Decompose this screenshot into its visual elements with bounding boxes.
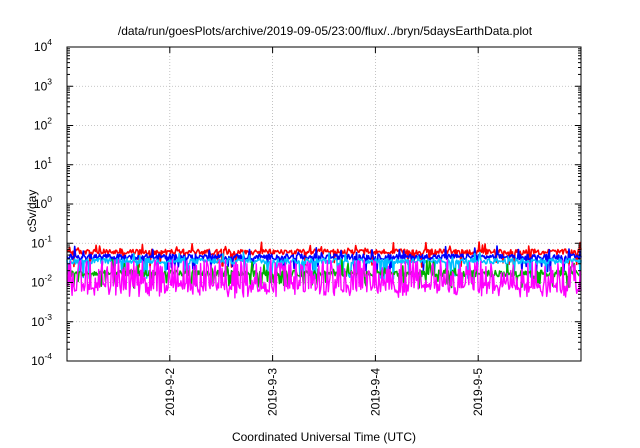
- plot-frame: [66, 46, 582, 362]
- x-tick-label: 2019-9-4: [368, 368, 382, 416]
- y-axis-label: cSv/day: [25, 190, 39, 233]
- x-tick-label: 2019-9-5: [471, 368, 485, 416]
- plot-area: [66, 241, 582, 299]
- x-tick-label: 2019-9-3: [266, 368, 280, 416]
- grid: [67, 47, 581, 361]
- y-tick-label: 101: [34, 155, 52, 172]
- y-tick-label: 10-4: [31, 351, 52, 368]
- series-line: [66, 259, 582, 299]
- y-tick-label: 10-3: [31, 312, 52, 329]
- y-tick-label: 103: [34, 76, 52, 93]
- x-tick-label: 2019-9-2: [163, 368, 177, 416]
- axis-ticks: 104 103 102 101 100 10-1 10-2 10-3 10-4 2019-9-2 2…: [31, 37, 581, 416]
- y-tick-label: 104: [34, 37, 52, 54]
- y-tick-label: 10-2: [31, 273, 52, 290]
- y-tick-label: 100: [34, 194, 52, 211]
- y-tick-label: 102: [34, 116, 52, 133]
- x-axis-label: Coordinated Universal Time (UTC): [232, 430, 416, 444]
- series-line: [66, 251, 582, 281]
- y-tick-label: 10-1: [31, 233, 52, 250]
- chart-title: /data/run/goesPlots/archive/2019-09-05/2…: [118, 24, 533, 38]
